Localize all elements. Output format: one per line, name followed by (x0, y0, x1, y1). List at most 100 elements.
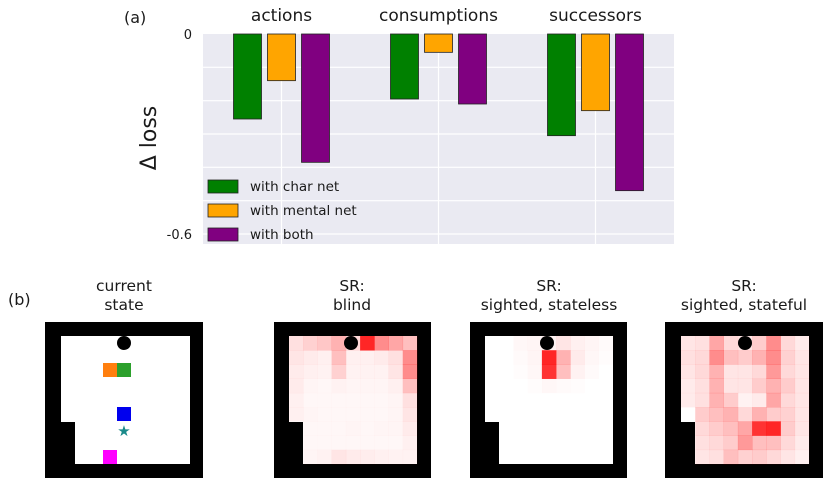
heat-cell (345, 364, 361, 379)
heat-cell (681, 350, 696, 365)
heat-cell (599, 336, 614, 351)
heat-cell (346, 436, 361, 451)
heat-cell (331, 350, 347, 365)
heat-cell (794, 336, 810, 351)
legend: with char net with mental net with both (207, 179, 357, 243)
heat-cell (737, 350, 753, 365)
heat-cell (766, 350, 781, 365)
heat-cell (681, 364, 696, 379)
heat-cell (388, 407, 404, 422)
wall-notch (289, 422, 303, 464)
bar (390, 33, 419, 100)
heat-cell (360, 364, 375, 379)
object-blue (117, 407, 131, 421)
category-labels: actions consumptions successors (251, 6, 642, 26)
delta-loss-bar-chart: actions consumptions successors 0 -0.6 Δ lo… (137, 6, 674, 244)
heat-cell (360, 436, 375, 451)
heat-cell (513, 350, 528, 365)
heat-cell (402, 435, 418, 451)
heat-cell (794, 449, 810, 465)
heat-cell (513, 336, 528, 351)
heat-cell (780, 421, 796, 436)
heat-cell (303, 350, 318, 365)
heat-cell (766, 392, 781, 408)
heat-cell (360, 449, 375, 465)
heat-cell (388, 421, 404, 436)
heat-cell (695, 364, 710, 379)
heat-cell (584, 336, 600, 351)
heat-cell (317, 449, 332, 465)
heat-cell (723, 421, 739, 436)
heat-cell (289, 364, 304, 379)
heat-cell (303, 449, 318, 465)
heat-cell (709, 336, 724, 351)
heat-cell (332, 421, 347, 436)
heat-cell (681, 392, 696, 408)
heat-cell (723, 364, 739, 379)
gridworld-current-state: ★ (45, 322, 203, 478)
heat-cell (541, 350, 557, 365)
heat-cell (374, 364, 389, 379)
heat-cell (331, 336, 347, 351)
heat-cell (317, 407, 332, 422)
heat-cell (360, 350, 375, 365)
heat-cell (332, 436, 347, 451)
heat-cell (780, 364, 796, 379)
agent-marker (117, 336, 131, 350)
heat-cell (794, 364, 810, 379)
legend-entry: with both (250, 227, 314, 243)
heat-cell (570, 364, 585, 379)
heat-cell (695, 392, 710, 408)
heat-cell (388, 378, 404, 394)
heat-cell (402, 392, 418, 408)
heat-cell (374, 449, 389, 465)
heat-cell (317, 364, 332, 379)
heat-cell (374, 436, 389, 451)
heat-cell (709, 435, 724, 451)
sr-title-line1: current (96, 277, 152, 295)
heat-cell (752, 392, 767, 408)
bar (424, 33, 453, 53)
heat-cell (570, 379, 585, 394)
heat-cell (794, 435, 810, 451)
heat-cell (752, 407, 767, 422)
bar (301, 33, 330, 163)
heat-cell (723, 449, 739, 465)
gridworld-sr-sighted-stateful (665, 322, 823, 478)
heat-cell (402, 421, 418, 436)
heat-cell (695, 449, 710, 465)
heat-cell (780, 392, 796, 408)
heat-cell (709, 407, 724, 422)
heat-cell (780, 407, 796, 422)
heat-cell (360, 393, 375, 408)
heat-cell (303, 407, 318, 422)
agent-marker (344, 336, 358, 350)
heat-cell (542, 379, 557, 394)
heat-cell (737, 449, 753, 465)
heat-cell (374, 407, 389, 422)
heat-cell (388, 392, 404, 408)
wall-notch (61, 422, 75, 464)
heat-cell (374, 421, 389, 436)
heat-cell (345, 378, 361, 394)
category-label: consumptions (379, 6, 498, 26)
heat-cell (737, 421, 753, 436)
category-label: successors (549, 6, 642, 26)
heat-cell (766, 435, 781, 451)
sr-title-current-state: current state (24, 277, 224, 315)
heat-cell (402, 378, 418, 394)
heat-cell (723, 378, 739, 394)
heat-cell (303, 436, 318, 451)
heat-cell (723, 350, 739, 365)
heat-cell (752, 378, 767, 394)
heat-cell (780, 378, 796, 394)
panel-a-label: (a) (124, 8, 147, 27)
heat-cell (794, 392, 810, 408)
heat-cell (599, 350, 614, 365)
heat-cell (695, 407, 710, 422)
heat-cell (388, 350, 404, 365)
heat-cell (794, 407, 810, 422)
heat-cell (695, 435, 710, 451)
heat-cell (289, 407, 304, 422)
